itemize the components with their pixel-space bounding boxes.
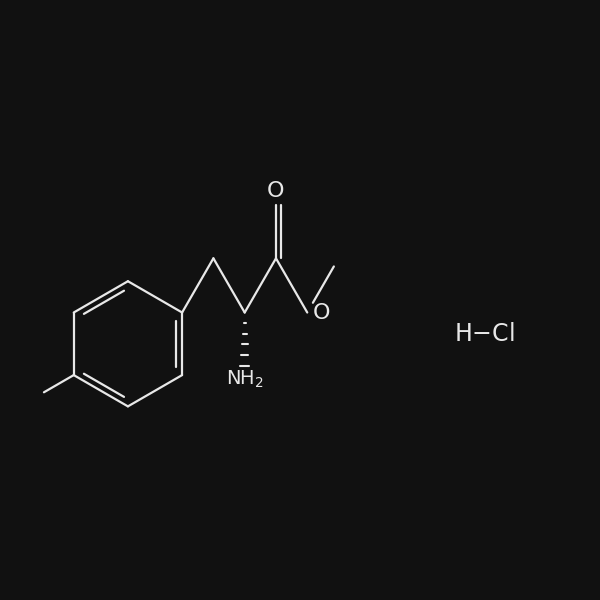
Text: NH$_2$: NH$_2$ bbox=[226, 369, 263, 390]
Text: O: O bbox=[312, 302, 330, 323]
Text: H$-$Cl: H$-$Cl bbox=[454, 322, 515, 346]
Text: O: O bbox=[267, 181, 285, 201]
